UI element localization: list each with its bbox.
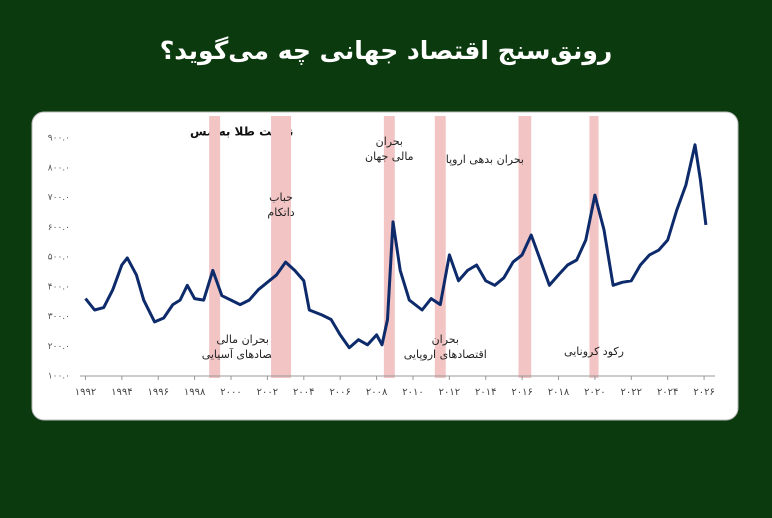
x-tick-label: ۱۹۹۸ (184, 387, 206, 398)
band-label: بحران (432, 333, 459, 346)
band-label: بحران بدهی اروپا (446, 153, 524, 166)
band-label: اقتصادهای آسیایی (202, 347, 284, 361)
x-tick-label: ۲۰۲۴ (657, 387, 678, 398)
x-tick-label: ۲۰۰۲ (257, 387, 278, 398)
x-tick-label: ۲۰۰۸ (366, 387, 388, 398)
band-label: بحران (376, 135, 403, 148)
page-title: رونق‌سنج اقتصاد جهانی چه می‌گوید؟ (159, 36, 613, 65)
recession-band (383, 116, 395, 378)
x-tick-label: ۱۹۹۲ (75, 387, 96, 398)
x-tick-label: ۲۰۲۶ (693, 387, 714, 398)
x-tick-label: ۱۹۹۴ (111, 387, 132, 398)
x-tick-label: ۲۰۱۰ (402, 387, 423, 398)
x-tick-label: ۲۰۰۶ (329, 387, 350, 398)
y-tick-label: ۲۰۰.۰ (48, 342, 70, 352)
band-label: رکود کرونایی (564, 345, 624, 358)
recession-band (434, 116, 446, 378)
y-tick-label: ۳۰۰.۰ (48, 312, 70, 322)
band-label: بحران مالی (216, 333, 269, 346)
y-tick-label: ۱۰۰.۰ (48, 372, 70, 382)
recession-band (209, 116, 221, 378)
x-tick-label: ۲۰۲۲ (621, 387, 642, 398)
y-tick-label: ۴۰۰.۰ (48, 282, 70, 292)
band-label: حباب (269, 191, 293, 204)
x-tick-label: ۲۰۱۴ (475, 387, 496, 398)
recession-band (271, 116, 292, 378)
x-tick-label: ۲۰۲۰ (584, 387, 605, 398)
y-tick-label: ۸۰۰.۰ (48, 163, 70, 173)
line-series (84, 143, 708, 350)
recession-band (589, 116, 599, 378)
band-label: داتکام (267, 206, 294, 219)
x-tick-label: ۲۰۰۴ (293, 387, 314, 398)
band-label: مالی جهان (365, 150, 414, 163)
y-tick-label: ۶۰۰.۰ (48, 223, 70, 233)
y-tick-label: ۵۰۰.۰ (48, 253, 70, 263)
x-tick-label: ۲۰۱۶ (511, 387, 532, 398)
x-tick-label: ۱۹۹۶ (147, 387, 168, 398)
x-tick-label: ۲۰۱۲ (439, 387, 460, 398)
y-tick-label: ۷۰۰.۰ (48, 193, 70, 203)
band-label: اقتصادهای اروپایی (404, 348, 487, 361)
y-tick-label: ۹۰۰.۰ (48, 134, 70, 144)
x-tick-label: ۲۰۱۸ (548, 387, 570, 398)
x-tick-label: ۲۰۰۰ (220, 387, 241, 398)
